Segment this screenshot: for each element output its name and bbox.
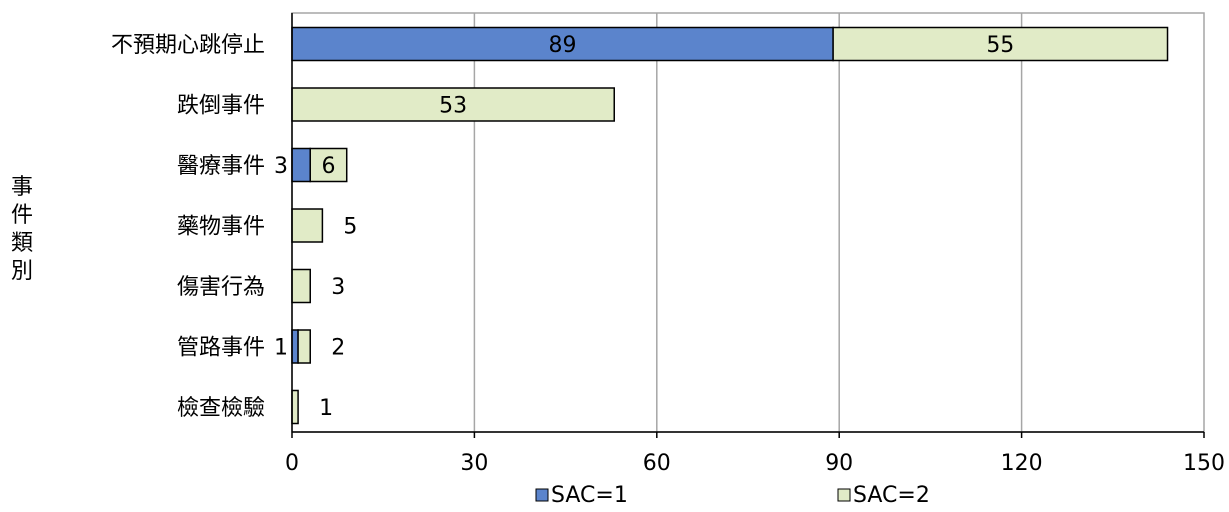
data-label-sac2: 1 xyxy=(319,396,333,421)
legend-swatch xyxy=(837,488,851,502)
bar-sac1 xyxy=(291,147,311,183)
category-label: 跌倒事件 xyxy=(177,94,265,119)
legend-label: SAC=1 xyxy=(551,483,628,508)
x-tick-label: 30 xyxy=(460,451,488,476)
legend: SAC=1 SAC=2 xyxy=(535,483,930,508)
bar-sac2 xyxy=(291,208,324,243)
axes: 0 30 60 90 120 150 xyxy=(285,13,1225,476)
y-axis-title-char: 事 xyxy=(11,175,33,200)
bar-sac2 xyxy=(291,87,615,122)
bar-sac2 xyxy=(832,26,1169,62)
category-label: 藥物事件 xyxy=(177,215,265,240)
x-tick-label: 0 xyxy=(285,451,299,476)
data-label-sac1: 89 xyxy=(549,33,577,58)
y-axis-title-char: 類 xyxy=(11,231,33,256)
data-label-sac1: 3 xyxy=(274,154,288,179)
bar-sac2 xyxy=(297,329,311,364)
y-axis-title-char: 別 xyxy=(11,259,33,284)
bar-sac1 xyxy=(291,26,834,62)
bar-sac2 xyxy=(291,268,311,304)
category-label: 醫療事件 xyxy=(177,154,265,179)
data-label-sac2: 2 xyxy=(331,336,345,361)
bars xyxy=(291,26,1169,425)
category-label: 檢查檢驗 xyxy=(177,396,265,421)
y-axis-title: 事件類別 xyxy=(11,175,33,284)
data-label-sac2: 3 xyxy=(331,275,345,300)
bar-sac2 xyxy=(291,389,299,425)
category-label: 管路事件 xyxy=(177,336,265,361)
bar-sac1 xyxy=(291,329,299,364)
x-tick-label: 90 xyxy=(825,451,853,476)
bar-sac2 xyxy=(309,147,348,183)
x-tick-label: 60 xyxy=(643,451,671,476)
legend-swatch xyxy=(535,488,549,502)
category-label: 傷害行為 xyxy=(177,275,265,300)
x-tick-label: 150 xyxy=(1183,451,1225,476)
legend-label: SAC=2 xyxy=(853,483,930,508)
category-label: 不預期心跳停止 xyxy=(111,33,265,58)
y-axis-title-char: 件 xyxy=(11,203,33,228)
data-label-sac2: 53 xyxy=(439,94,467,119)
gridlines xyxy=(291,12,1205,433)
labels: 不預期心跳停止 89 55 跌倒事件 53 醫療事件 3 6 藥物事件 5 傷害行為 3 管路事件 1 2 檢… xyxy=(111,33,1014,421)
data-label-sac2: 6 xyxy=(321,154,335,179)
data-label-sac2: 5 xyxy=(343,215,357,240)
data-label-sac2: 55 xyxy=(986,33,1014,58)
plot-area-border xyxy=(291,12,1205,433)
x-tick-label: 120 xyxy=(1001,451,1043,476)
data-label-sac1: 1 xyxy=(274,336,288,361)
